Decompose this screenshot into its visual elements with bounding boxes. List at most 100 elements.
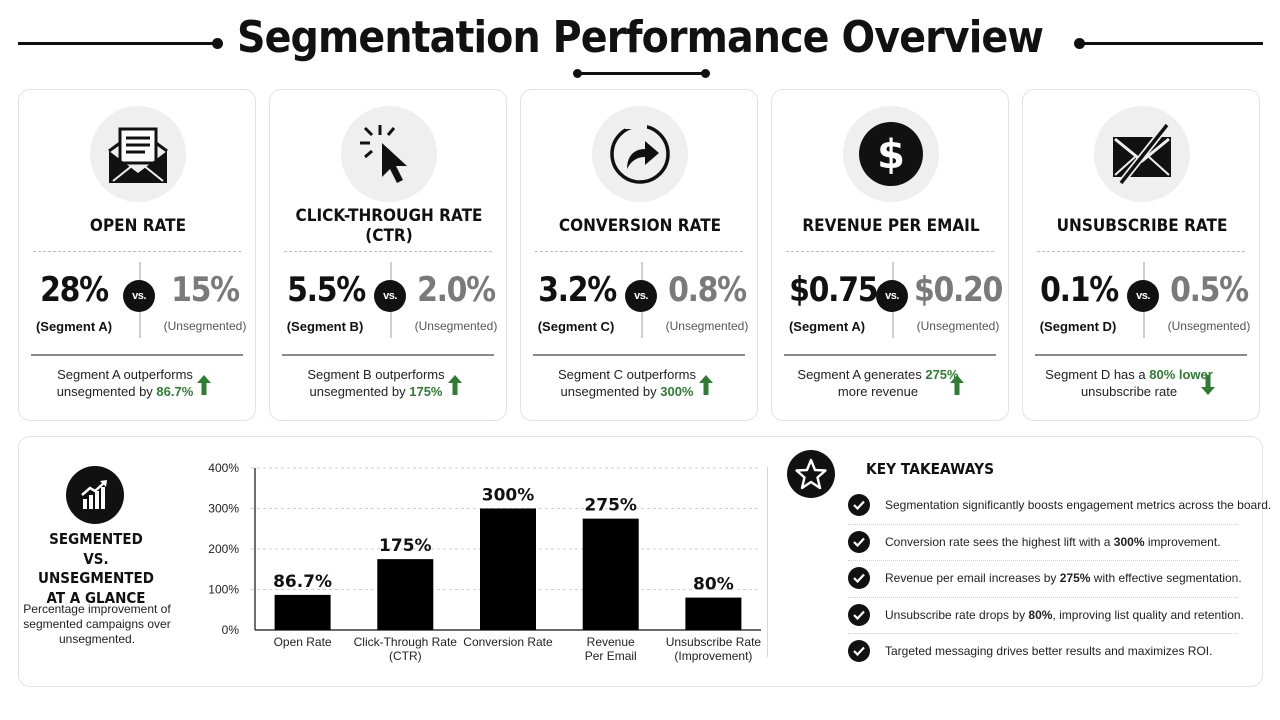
unsegmented-label: (Unsegmented) (916, 319, 1000, 333)
bar (377, 559, 434, 630)
card-separator (784, 354, 996, 356)
takeaway-text-part: Unsubscribe rate drops by (885, 607, 1029, 622)
segment-label: (Segment A) (788, 319, 866, 334)
segment-value: 5.5% (287, 270, 366, 310)
star-icon (787, 450, 835, 498)
bar (582, 518, 639, 630)
note-highlight: 175% (409, 384, 443, 399)
note-text: Segment A outperforms unsegmented by (56, 367, 193, 399)
note-text: Segment D has a (1045, 367, 1150, 382)
takeaway-text: Targeted messaging drives better results… (885, 644, 1212, 658)
card-title: UNSUBSCRIBE RATE (1056, 216, 1228, 236)
check-icon (848, 640, 870, 663)
note-text-end: unsubscribe rate (1080, 384, 1178, 399)
takeaways-title: KEY TAKEAWAYS (866, 460, 995, 478)
summary-title-line: SEGMENTED (49, 530, 143, 548)
vs-badge: vs. (876, 280, 908, 312)
unsegmented-value: 15% (171, 270, 240, 310)
data-label: 80% (693, 575, 734, 595)
category-label: Conversion Rate (463, 635, 553, 649)
segment-label: (Segment D) (1039, 319, 1117, 334)
segment-value: $0.75 (789, 270, 878, 310)
arrow-up-icon (197, 375, 211, 395)
y-tick-label: 400% (208, 461, 239, 475)
unsegmented-value: 0.8% (668, 270, 747, 310)
metric-card-ctr: CLICK-THROUGH RATE (CTR) 5.5% (Segment B… (269, 89, 507, 421)
takeaway-text-end: , improving list quality and retention. (1052, 607, 1244, 622)
data-label: 86.7% (273, 572, 332, 592)
segment-label: (Segment B) (286, 319, 364, 334)
arrow-up-icon (448, 375, 462, 395)
card-note: Segment B outperforms unsegmented by 175… (290, 366, 462, 400)
improvement-bar-chart: 0% 100% 200% 300% 400% 86.7% Open Rate 175% Clic… (181, 450, 767, 682)
takeaway-text-part: Targeted messaging drives better results… (885, 644, 1213, 659)
dashed-divider (33, 251, 241, 252)
open-envelope-icon (90, 106, 186, 202)
card-title: REVENUE PER EMAIL (802, 216, 980, 236)
arrow-up-icon (699, 375, 713, 395)
takeaway-text-end: with effective segmentation. (1090, 571, 1242, 586)
dollar-icon: $ (843, 106, 939, 202)
category-label: Per Email (585, 649, 637, 663)
vs-badge: vs. (123, 280, 155, 312)
crossed-envelope-icon (1094, 106, 1190, 202)
vs-badge: vs. (374, 280, 406, 312)
metric-card-unsubscribe-rate: UNSUBSCRIBE RATE 0.1% (Segment D) vs. 0.… (1022, 89, 1260, 421)
takeaway-item: Unsubscribe rate drops by 80%, improving… (848, 598, 1244, 635)
category-label: Revenue (587, 635, 635, 649)
note-highlight: 80% lower (1149, 367, 1213, 382)
header-line-right (1080, 42, 1263, 45)
growth-chart-icon (66, 466, 124, 524)
card-title: CLICK-THROUGH RATE (CTR) (295, 206, 483, 246)
card-separator (31, 354, 243, 356)
segment-value: 0.1% (1040, 270, 1119, 310)
card-separator (1035, 354, 1247, 356)
vs-badge: vs. (1127, 280, 1159, 312)
note-text-end: more revenue (837, 384, 919, 399)
check-icon (848, 494, 870, 516)
unsegmented-label: (Unsegmented) (1167, 319, 1251, 333)
metric-card-conversion-rate: CONVERSION RATE 3.2% (Segment C) vs. 0.8… (520, 89, 758, 421)
takeaway-item: Conversion rate sees the highest lift wi… (848, 525, 1238, 562)
note-text: Segment C outperforms unsegmented by (557, 367, 696, 399)
cursor-click-icon (341, 106, 437, 202)
summary-title: SEGMENTED VS. UNSEGMENTED AT A GLANCE (27, 530, 166, 608)
category-label: (Improvement) (674, 649, 752, 663)
card-separator (282, 354, 494, 356)
dashed-divider (535, 251, 743, 252)
takeaway-item: Targeted messaging drives better results… (848, 634, 1238, 671)
summary-title-line: AT A GLANCE (46, 588, 146, 607)
segment-value: 3.2% (538, 270, 617, 310)
summary-description: Percentage improvement of segmented camp… (23, 602, 171, 646)
takeaway-text: Segmentation significantly boosts engage… (885, 498, 1271, 512)
category-label: Unsubscribe Rate (666, 635, 762, 649)
metric-card-revenue-per-email: $ REVENUE PER EMAIL $0.75 (Segment A) vs… (771, 89, 1009, 421)
note-highlight: 275% (925, 367, 959, 382)
category-label: (CTR) (389, 649, 422, 663)
dashed-divider (284, 251, 492, 252)
note-text: Segment A generates (797, 367, 926, 382)
unsegmented-label: (Unsegmented) (163, 319, 247, 333)
card-note: Segment D has a 80% lower unsubscribe ra… (1043, 366, 1215, 400)
data-label: 300% (482, 486, 535, 506)
takeaway-text-part: Segmentation significantly boosts engage… (885, 498, 1272, 512)
takeaway-text-part: Conversion rate sees the highest lift wi… (885, 534, 1114, 549)
dashed-divider (786, 251, 994, 252)
takeaway-text: Revenue per email increases by 275% with… (885, 571, 1242, 585)
takeaways-list: Segmentation significantly boosts engage… (848, 488, 1271, 671)
y-tick-label: 300% (208, 502, 239, 516)
unsegmented-label: (Unsegmented) (414, 319, 498, 333)
redirect-arrow-icon (592, 106, 688, 202)
header-line-left (18, 42, 214, 45)
category-label: Open Rate (274, 635, 332, 649)
panel-divider (767, 467, 768, 657)
takeaway-bold: 275% (1059, 571, 1091, 586)
summary-title-line: VS. UNSEGMENTED (38, 549, 154, 588)
bar-chart-svg: 0% 100% 200% 300% 400% 86.7% Open Rate 175% Clic… (208, 461, 762, 663)
card-note: Segment C outperforms unsegmented by 300… (541, 366, 713, 400)
note-text: Segment B outperforms unsegmented by (307, 367, 445, 399)
dashed-divider (1037, 251, 1245, 252)
arrow-up-icon (950, 375, 964, 395)
takeaway-text: Conversion rate sees the highest lift wi… (885, 535, 1221, 549)
takeaway-text: Unsubscribe rate drops by 80%, improving… (885, 608, 1244, 622)
